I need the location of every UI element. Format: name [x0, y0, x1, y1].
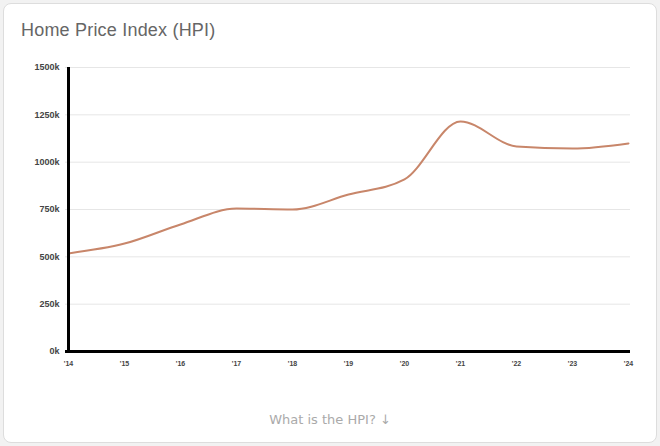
svg-text:'14: '14 [64, 360, 74, 367]
svg-text:'16: '16 [176, 360, 186, 367]
svg-text:'21: '21 [456, 360, 466, 367]
html-text:What is the HPI? ↓: What is the HPI? ↓ [269, 412, 391, 427]
svg-text:'22: '22 [512, 360, 522, 367]
svg-text:'23: '23 [568, 360, 578, 367]
svg-text:750k: 750k [39, 204, 60, 214]
svg-text:250k: 250k [39, 299, 60, 309]
svg-text:'17: '17 [232, 360, 242, 367]
svg-text:'24: '24 [624, 360, 634, 367]
svg-text:1000k: 1000k [34, 157, 60, 167]
svg-text:'19: '19 [344, 360, 354, 367]
svg-text:'18: '18 [288, 360, 298, 367]
svg-text:500k: 500k [39, 252, 60, 262]
svg-text:1500k: 1500k [34, 62, 60, 72]
html-text:Home Price Index (HPI): Home Price Index (HPI) [21, 20, 216, 40]
svg-text:0k: 0k [49, 346, 60, 356]
svg-text:1250k: 1250k [34, 110, 60, 120]
svg-text:'15: '15 [120, 360, 130, 367]
svg-text:'20: '20 [400, 360, 410, 367]
